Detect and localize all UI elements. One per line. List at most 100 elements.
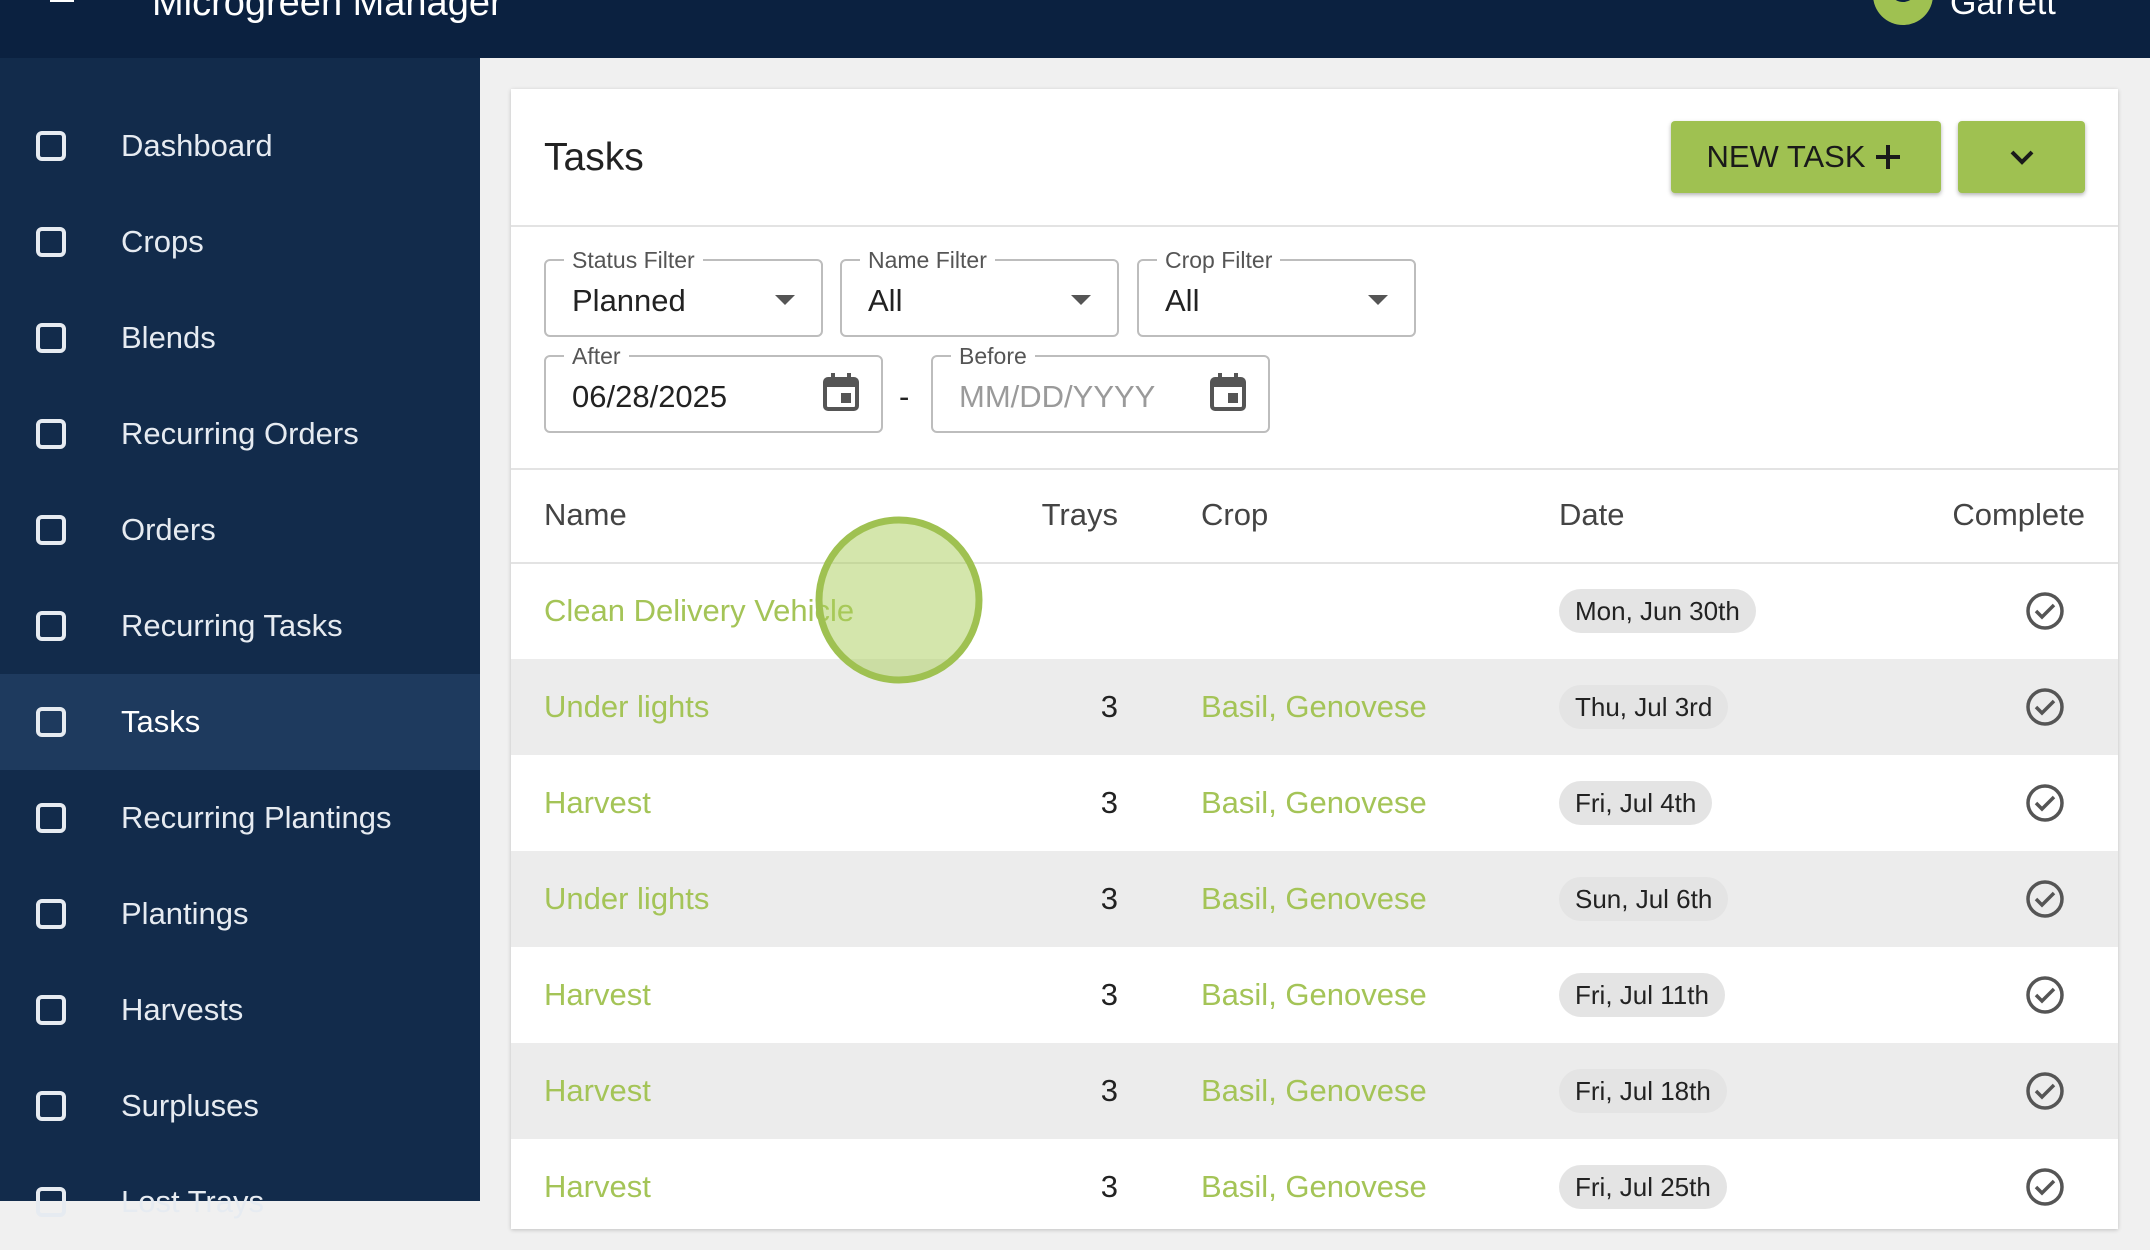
sidebar: Dashboard Crops Blends Recurring Orders Orde… xyxy=(0,58,480,1219)
nav-item[interactable]: Recurring Plantings xyxy=(0,770,480,866)
button-label: NEW TASK xyxy=(1706,139,1866,174)
complete-check[interactable] xyxy=(2025,1071,2065,1111)
nav-label: Recurring Orders xyxy=(121,416,359,451)
column-header: Trays xyxy=(1041,497,1118,532)
more-button[interactable] xyxy=(1958,121,2085,193)
task-name[interactable]: Under lights xyxy=(544,881,710,916)
nav-label: Crops xyxy=(121,224,204,259)
nav-label: Lost Trays xyxy=(121,1184,264,1219)
nav-icon xyxy=(36,995,66,1025)
date-filter[interactable]: After 06/28/2025 xyxy=(544,343,883,433)
task-crop[interactable]: Basil, Genovese xyxy=(1201,785,1427,820)
nav-label: Tasks xyxy=(121,704,201,739)
nav-label: Recurring Tasks xyxy=(121,608,343,643)
menu-icon[interactable] xyxy=(50,0,94,10)
task-crop[interactable]: Basil, Genovese xyxy=(1201,977,1427,1012)
top-bar: Microgreen Manager Garrett xyxy=(0,0,2150,58)
plus-icon xyxy=(1875,145,1900,169)
field-value: All xyxy=(868,283,903,318)
task-row[interactable]: Harvest 3 Basil, Genovese Fri, Jul 18th xyxy=(511,1043,2118,1139)
nav-icon xyxy=(36,1187,66,1217)
tasks-card: Tasks NEW TASK Status Filter Planned Name … xyxy=(511,89,2118,1229)
nav-label: Surpluses xyxy=(121,1088,259,1123)
task-crop[interactable]: Basil, Genovese xyxy=(1201,1073,1427,1108)
task-name[interactable]: Harvest xyxy=(544,1073,651,1108)
avatar[interactable] xyxy=(1872,0,1934,26)
nav-item[interactable]: Blends xyxy=(0,290,480,386)
nav-label: Plantings xyxy=(121,896,249,931)
select-filter[interactable]: Status Filter Planned xyxy=(544,247,823,337)
task-crop[interactable]: Basil, Genovese xyxy=(1201,689,1427,724)
task-row[interactable]: Under lights 3 Basil, Genovese Sun, Jul 6th xyxy=(511,851,2118,947)
chevron-icon xyxy=(2010,150,2033,165)
complete-check[interactable] xyxy=(2025,879,2065,919)
complete-check[interactable] xyxy=(2025,687,2065,727)
field-value: Planned xyxy=(572,283,686,318)
task-crop[interactable]: Basil, Genovese xyxy=(1201,1169,1427,1204)
complete-check[interactable] xyxy=(2025,591,2065,631)
nav-icon xyxy=(36,323,66,353)
nav-icon xyxy=(36,131,66,161)
nav-item[interactable]: Surpluses xyxy=(0,1058,480,1154)
task-trays: 3 xyxy=(1100,977,1118,1012)
task-row[interactable]: Harvest 3 Basil, Genovese Fri, Jul 4th xyxy=(511,755,2118,851)
nav-label: Harvests xyxy=(121,992,244,1027)
field-label: Before xyxy=(951,343,1035,370)
nav-label: Orders xyxy=(121,512,216,547)
complete-check[interactable] xyxy=(2025,1167,2065,1207)
field-label: Status Filter xyxy=(564,247,703,274)
task-date: Fri, Jul 4th xyxy=(1559,781,1713,825)
complete-check[interactable] xyxy=(2025,975,2065,1015)
task-name[interactable]: Harvest xyxy=(544,977,651,1012)
nav-icon xyxy=(36,515,66,545)
date-filter[interactable]: Before MM/DD/YYYY xyxy=(931,343,1270,433)
task-date: Fri, Jul 25th xyxy=(1559,1165,1727,1209)
dropdown-caret xyxy=(1071,295,1091,305)
task-name[interactable]: Harvest xyxy=(544,785,651,820)
new-task-button[interactable]: NEW TASK xyxy=(1671,121,1941,193)
nav-item[interactable]: Tasks xyxy=(0,674,480,770)
task-date: Fri, Jul 11th xyxy=(1559,973,1725,1017)
user-name[interactable]: Garrett xyxy=(1950,0,2056,22)
select-filter[interactable]: Name Filter All xyxy=(840,247,1119,337)
nav-item[interactable]: Orders xyxy=(0,482,480,578)
task-name[interactable]: Under lights xyxy=(544,689,710,724)
dropdown-caret xyxy=(775,295,795,305)
task-date: Mon, Jun 30th xyxy=(1559,589,1756,633)
app-title: Microgreen Manager xyxy=(152,0,503,24)
task-name[interactable]: Clean Delivery Vehicle xyxy=(544,593,855,628)
nav-item[interactable]: Lost Trays xyxy=(0,1154,480,1250)
task-row[interactable]: Harvest 3 Basil, Genovese Fri, Jul 11th xyxy=(511,947,2118,1043)
task-trays: 3 xyxy=(1100,785,1118,820)
nav-item[interactable]: Dashboard xyxy=(0,98,480,194)
task-date: Thu, Jul 3rd xyxy=(1559,685,1729,729)
column-header: Crop xyxy=(1201,497,1269,532)
nav-item[interactable]: Crops xyxy=(0,194,480,290)
task-row[interactable]: Under lights 3 Basil, Genovese Thu, Jul 3rd xyxy=(511,659,2118,755)
field-label: After xyxy=(564,343,629,370)
complete-check[interactable] xyxy=(2025,783,2065,823)
task-trays: 3 xyxy=(1100,881,1118,916)
task-row[interactable]: Harvest 3 Basil, Genovese Fri, Jul 25th xyxy=(511,1139,2118,1235)
field-value: 06/28/2025 xyxy=(572,379,728,414)
divider xyxy=(511,225,2118,227)
nav-icon xyxy=(36,419,66,449)
calendar-icon xyxy=(1210,373,1246,411)
nav-item[interactable]: Recurring Orders xyxy=(0,386,480,482)
page-title: Tasks xyxy=(544,136,644,179)
task-crop[interactable]: Basil, Genovese xyxy=(1201,881,1427,916)
nav-item[interactable]: Plantings xyxy=(0,866,480,962)
task-row[interactable]: Clean Delivery Vehicle Mon, Jun 30th xyxy=(511,563,2118,659)
column-header: Name xyxy=(544,497,627,532)
field-value: All xyxy=(1165,283,1200,318)
nav-icon xyxy=(36,611,66,641)
column-header: Date xyxy=(1559,497,1625,532)
task-date: Sun, Jul 6th xyxy=(1559,877,1729,921)
select-filter[interactable]: Crop Filter All xyxy=(1137,247,1416,337)
task-name[interactable]: Harvest xyxy=(544,1169,651,1204)
field-label: Name Filter xyxy=(860,247,995,274)
nav-item[interactable]: Recurring Tasks xyxy=(0,578,480,674)
nav-item[interactable]: Harvests xyxy=(0,962,480,1058)
